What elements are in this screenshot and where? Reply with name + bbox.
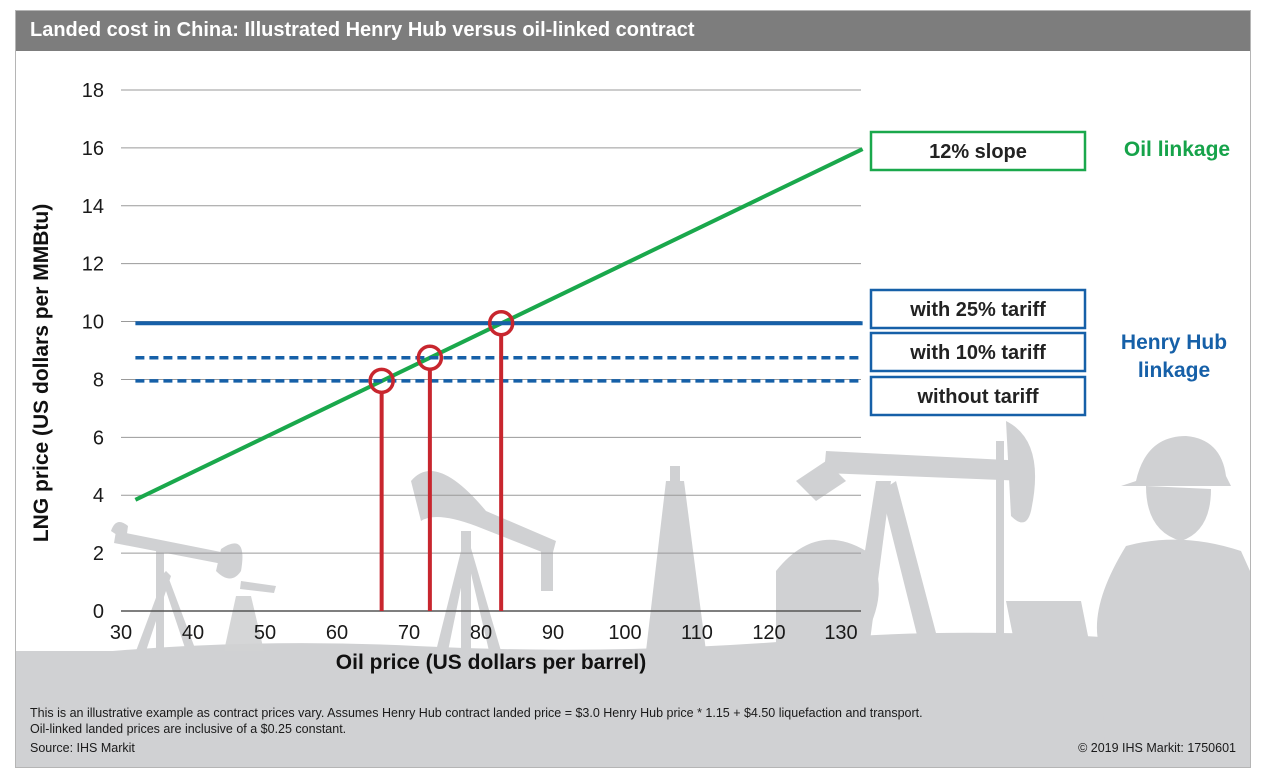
oilfield-silhouette-image <box>16 421 1250 767</box>
x-axis-title: Oil price (US dollars per barrel) <box>336 651 646 674</box>
y-tick-label-16: 16 <box>82 138 104 160</box>
source-text: Source: IHS Markit <box>30 741 135 755</box>
x-tick-label-100: 100 <box>608 622 641 644</box>
y-tick-label-18: 18 <box>82 80 104 102</box>
copyright-text: © 2019 IHS Markit: 1750601 <box>1078 741 1236 755</box>
intersection-markers <box>368 310 515 611</box>
footnote: This is an illustrative example as contr… <box>30 705 1236 737</box>
intersection-marker-1 <box>368 367 395 395</box>
legend-label-12-slope: 12% slope <box>929 141 1027 163</box>
chart-frame: Landed cost in China: Illustrated Henry … <box>15 10 1251 768</box>
x-tick-label-110: 110 <box>681 622 713 644</box>
y-tick-label-6: 6 <box>93 427 104 449</box>
y-tick-label-2: 2 <box>93 543 104 565</box>
legend-label-25-tariff: with 25% tariff <box>909 299 1046 321</box>
y-axis-ticks: 0 2 4 6 8 10 12 14 16 18 <box>82 80 104 623</box>
y-tick-label-4: 4 <box>93 485 104 507</box>
y-tick-label-12: 12 <box>82 254 104 276</box>
chart-area: 0 2 4 6 8 10 12 14 16 18 30 40 50 60 70 80 90 100 110 120 1… <box>16 80 1250 767</box>
legend-box-10-tariff: with 10% tariff <box>869 331 1087 373</box>
chart-title: Landed cost in China: Illustrated Henry … <box>30 19 695 41</box>
henry-hub-label-line2: linkage <box>1138 359 1210 382</box>
x-tick-label-40: 40 <box>182 622 204 644</box>
x-tick-label-120: 120 <box>752 622 785 644</box>
legend-label-no-tariff: without tariff <box>916 386 1038 408</box>
x-tick-label-80: 80 <box>470 622 492 644</box>
footnote-line-1: This is an illustrative example as contr… <box>30 706 923 720</box>
x-tick-label-70: 70 <box>398 622 420 644</box>
x-tick-label-130: 130 <box>824 622 857 644</box>
y-tick-label-0: 0 <box>93 601 104 623</box>
y-tick-label-8: 8 <box>93 369 104 391</box>
x-tick-label-90: 90 <box>542 622 564 644</box>
henry-hub-label-line1: Henry Hub <box>1121 331 1227 354</box>
oil-linkage-label: Oil linkage <box>1124 138 1230 161</box>
y-axis-title: LNG price (US dollars per MMBtu) <box>30 204 53 542</box>
x-tick-label-50: 50 <box>254 622 276 644</box>
chart-gridlines <box>121 89 861 612</box>
intersection-marker-2 <box>416 344 444 371</box>
y-tick-label-10: 10 <box>82 312 104 334</box>
legend-box-no-tariff: without tariff <box>869 375 1087 417</box>
legend-box-oil: 12% slope <box>869 130 1087 172</box>
y-tick-label-14: 14 <box>82 196 104 218</box>
x-tick-label-60: 60 <box>326 622 348 644</box>
x-axis-ticks: 30 40 50 60 70 80 90 100 110 120 130 <box>110 622 858 644</box>
intersection-marker-3 <box>487 310 515 337</box>
legend-box-25-tariff: with 25% tariff <box>869 288 1087 330</box>
x-tick-label-30: 30 <box>110 622 132 644</box>
footnote-line-2: Oil-linked landed prices are inclusive o… <box>30 722 347 736</box>
chart-series <box>134 147 864 502</box>
legend-label-10-tariff: with 10% tariff <box>909 342 1046 364</box>
title-bar: Landed cost in China: Illustrated Henry … <box>16 11 1250 51</box>
